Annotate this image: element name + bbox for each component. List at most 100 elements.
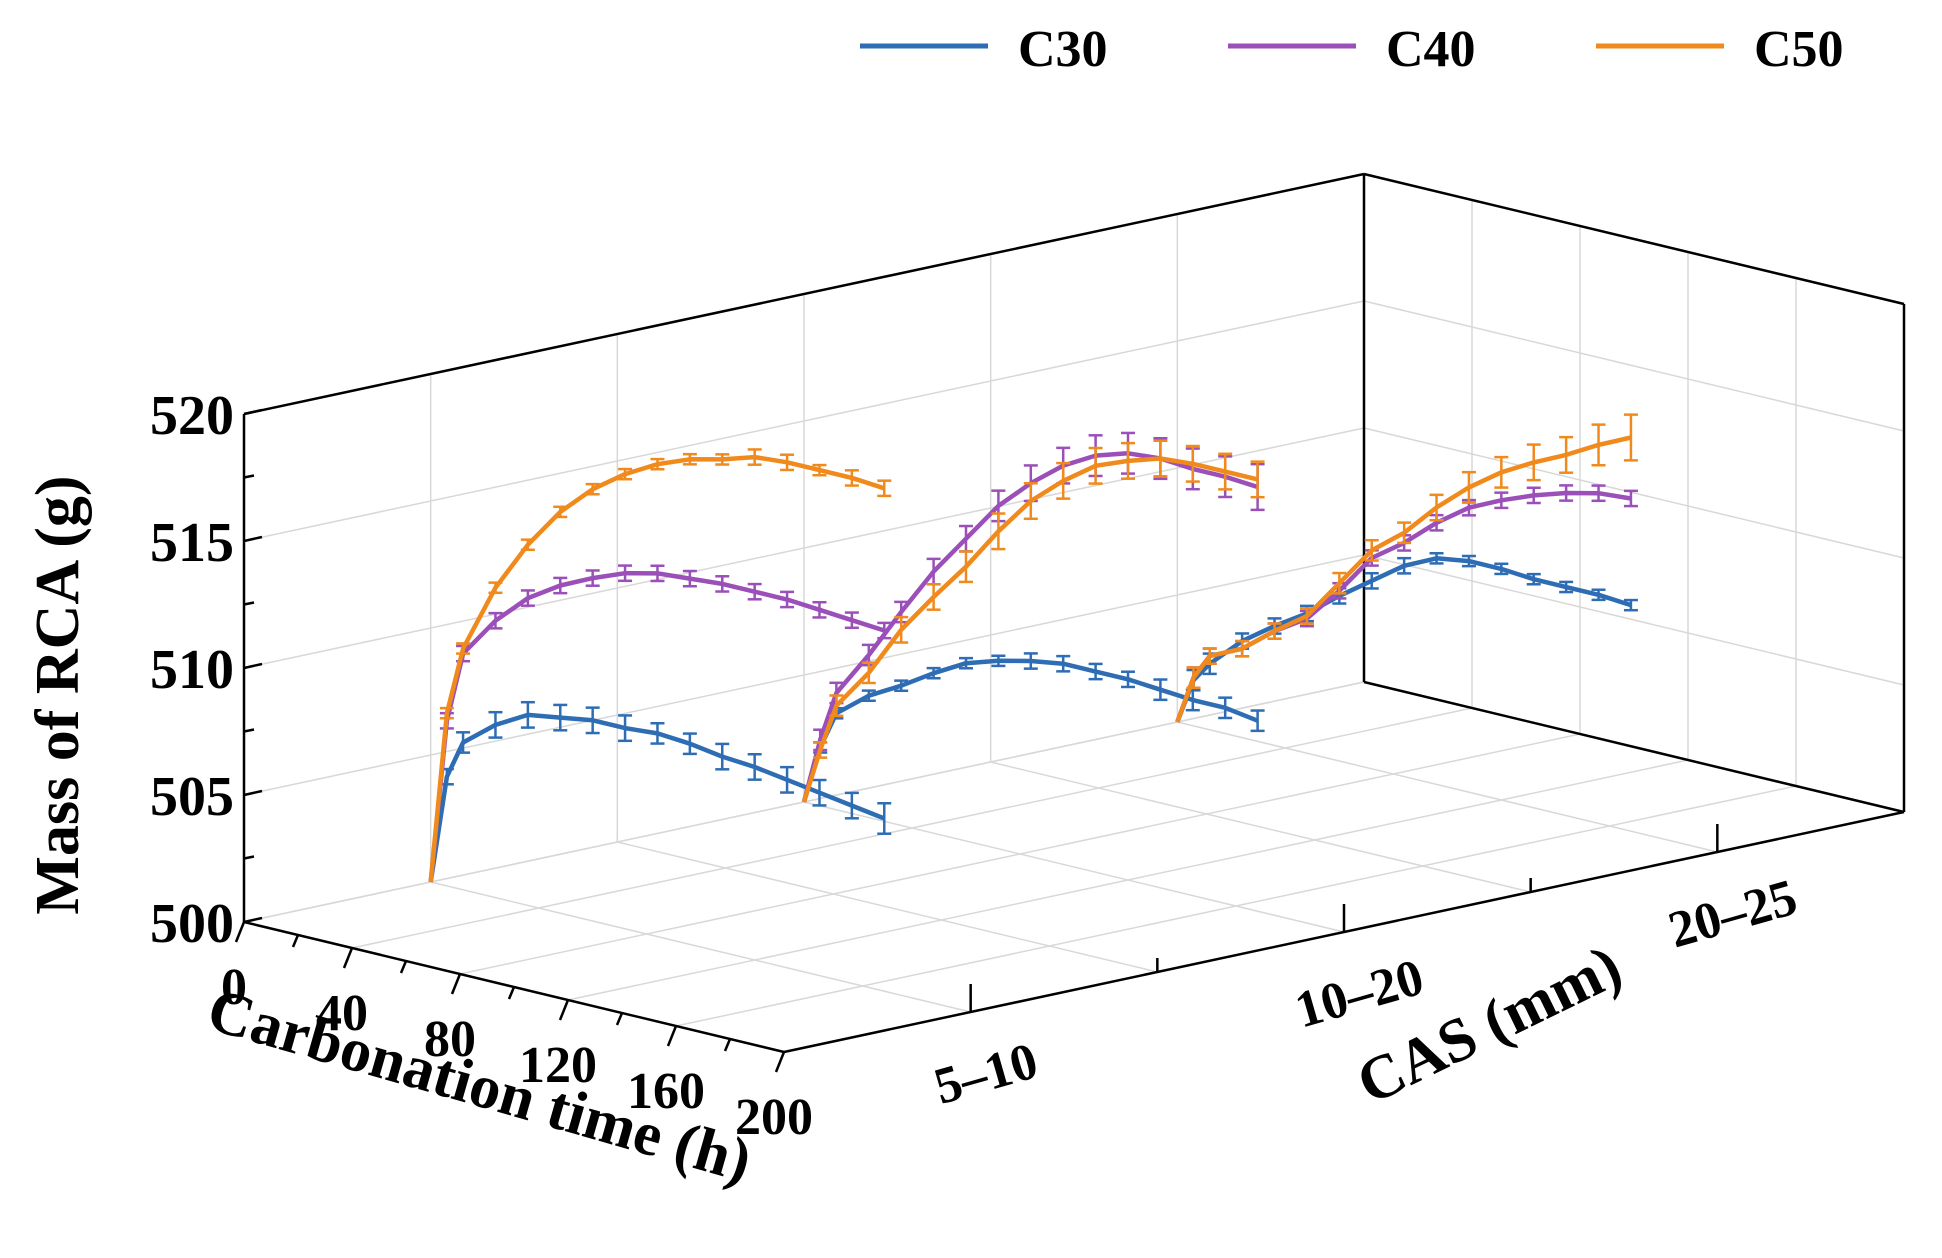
series-line-c40 <box>801 451 1259 803</box>
z-axis-label: Mass of RCA (g) <box>24 475 92 914</box>
error-bar <box>1250 460 1265 499</box>
error-bar <box>812 600 827 619</box>
error-bar <box>618 714 633 743</box>
x-tick-minor <box>399 960 408 974</box>
error-bar <box>861 689 876 703</box>
series-line-c50 <box>428 454 885 883</box>
error-bar <box>1526 572 1541 586</box>
error-bar <box>715 742 730 771</box>
error-bar <box>1202 647 1217 666</box>
error-bar <box>650 564 665 583</box>
z-tick <box>243 662 263 670</box>
error-bar <box>456 731 471 754</box>
gridline-floor-d <box>990 761 1531 893</box>
error-bar <box>1364 538 1379 562</box>
error-bar <box>1429 493 1444 522</box>
z-tick <box>243 855 255 860</box>
y-tick-label: 5–10 <box>928 1032 1044 1115</box>
error-bar <box>877 479 892 498</box>
error-bar <box>1397 556 1412 575</box>
error-bar <box>1056 461 1071 500</box>
z-tick <box>243 916 263 924</box>
x-tick-label: 40 <box>316 985 368 1042</box>
error-bar <box>959 550 973 584</box>
legend-item-c30: C30 <box>860 21 1108 78</box>
error-bar <box>488 581 503 595</box>
error-bar <box>813 741 828 759</box>
error-bar <box>877 801 892 835</box>
error-bar <box>553 703 568 732</box>
error-bar <box>1250 709 1265 733</box>
legend: C30 C40 C50 <box>860 21 1844 78</box>
error-bar <box>650 721 665 745</box>
z-tick <box>243 789 263 797</box>
error-bar <box>1023 652 1038 670</box>
box-edge-top-right <box>1363 172 1905 306</box>
y-tick-label: 20–25 <box>1662 869 1803 960</box>
error-bar <box>618 467 633 481</box>
gridline-floor-d <box>430 881 971 1013</box>
error-bar <box>1185 444 1200 483</box>
error-bar <box>1267 622 1282 640</box>
error-bar <box>585 569 600 587</box>
group-2 <box>1175 413 1638 723</box>
error-bar <box>780 590 795 609</box>
error-bar <box>747 448 762 466</box>
gridline-right-z <box>1363 427 1905 559</box>
error-bar <box>715 575 730 593</box>
error-bar <box>894 679 909 693</box>
error-bar <box>1494 491 1509 510</box>
error-bar <box>618 564 633 583</box>
error-bar <box>520 538 535 552</box>
series-line-c30 <box>801 658 1259 803</box>
box-edge-top-back <box>243 172 1365 416</box>
error-bar <box>682 569 697 588</box>
error-bar <box>456 642 471 655</box>
error-bar <box>1332 571 1347 595</box>
error-bar <box>747 753 762 781</box>
x-tick-label: 160 <box>627 1063 705 1120</box>
x-tick-minor <box>723 1038 732 1052</box>
error-bar <box>1559 484 1574 502</box>
error-bar <box>553 505 568 519</box>
x-tick <box>774 1051 786 1073</box>
error-bar <box>926 666 941 680</box>
error-bar <box>439 706 454 720</box>
error-bar <box>1559 580 1574 594</box>
error-bar <box>812 778 827 807</box>
series-line-c50 <box>801 456 1259 803</box>
error-bar <box>650 457 665 471</box>
error-bar <box>682 452 697 466</box>
error-bar <box>520 589 535 607</box>
series-line-c40 <box>428 570 885 883</box>
x-tick <box>234 921 246 943</box>
series-line-c30 <box>428 712 886 883</box>
z-tick-label: 500 <box>150 893 234 955</box>
error-bar <box>585 706 600 735</box>
error-bar <box>553 576 568 595</box>
error-bar <box>1088 446 1103 485</box>
gridline-right-z <box>1363 300 1905 432</box>
error-bar <box>829 694 844 718</box>
gridline-floor-d <box>617 841 1158 973</box>
error-bar <box>1591 484 1606 503</box>
error-bar <box>926 583 941 611</box>
error-bar <box>682 732 697 756</box>
error-bar <box>1591 588 1606 602</box>
error-bar <box>1623 413 1638 462</box>
error-bar <box>861 661 876 685</box>
error-bar <box>488 710 503 739</box>
legend-item-c40: C40 <box>1228 21 1476 78</box>
error-bar <box>1623 489 1638 508</box>
error-bar <box>1526 486 1541 505</box>
error-bar <box>812 463 827 477</box>
error-bar <box>1218 452 1233 491</box>
box-edge-floor-right <box>1363 680 1905 814</box>
gridline-right-z <box>1363 554 1905 686</box>
error-bar <box>1023 481 1038 521</box>
z-tick <box>243 728 255 733</box>
error-bar <box>991 654 1006 668</box>
z-tick <box>243 535 263 543</box>
error-bar <box>1364 571 1379 590</box>
